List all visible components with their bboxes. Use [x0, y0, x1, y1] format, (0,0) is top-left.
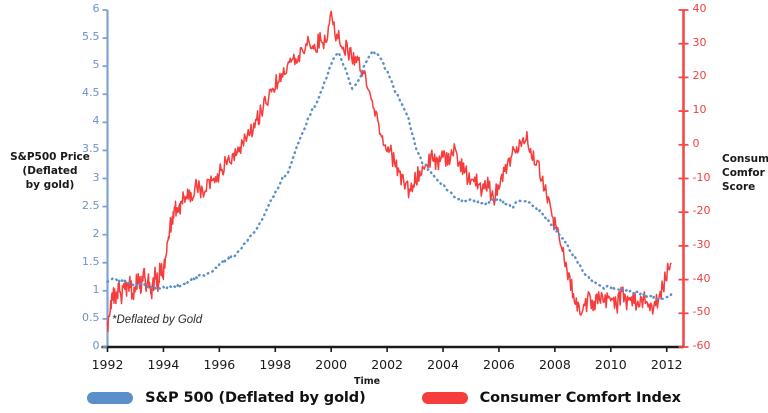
left-tick-label: 2.5 [82, 198, 100, 212]
legend-swatch-comfort [421, 392, 468, 404]
x-tick-label: 1994 [147, 357, 180, 372]
right-tick-label: 30 [692, 35, 707, 49]
legend-label-sp500: S&P 500 (Deflated by gold) [145, 390, 366, 406]
right-tick-label: -30 [692, 237, 711, 251]
x-tick-label: 1996 [203, 357, 236, 372]
left-tick-label: 6 [92, 2, 100, 15]
left-tick-label: 4.5 [82, 86, 100, 100]
left-tick-label: 5.5 [82, 30, 100, 44]
right-tick-label: -40 [692, 271, 711, 285]
left-tick-label: 5 [92, 58, 100, 72]
left-axis-title-line-1: S&P500 Price [10, 151, 90, 163]
x-tick-label: 2002 [371, 357, 404, 372]
legend-item-sp500[interactable]: S&P 500 (Deflated by gold) [87, 390, 366, 406]
x-tick-label: 1992 [91, 357, 124, 372]
right-tick-label: 0 [692, 136, 700, 150]
legend-label-comfort: Consumer Comfort Index [479, 390, 681, 406]
x-tick-label: 2006 [483, 357, 515, 372]
x-tick-label: 1998 [259, 357, 292, 372]
left-tick-label: 0 [92, 339, 100, 352]
series-sp500 [106, 48, 675, 302]
right-axis-title: Consum Comfor Score [722, 152, 768, 194]
left-axis-title-line-2: (Deflated [22, 165, 78, 177]
legend-swatch-sp500 [87, 392, 134, 404]
x-tick-label: 2012 [650, 357, 683, 372]
left-tick-label: 4 [92, 114, 100, 128]
right-tick-label: -20 [692, 204, 711, 218]
right-tick-label: 10 [692, 103, 707, 117]
left-tick-label: 1 [92, 282, 100, 296]
x-tick-label: 2000 [315, 357, 348, 372]
left-tick-label: 3 [92, 170, 100, 184]
right-tick-label: 20 [692, 69, 707, 83]
right-axis-title-line-2: Comfor [722, 167, 765, 179]
right-axis-title-line-3: Score [722, 181, 756, 193]
left-tick-label: 3.5 [82, 142, 100, 156]
chart-footnote: *Deflated by Gold [112, 314, 203, 326]
left-tick-label: 0.5 [82, 310, 100, 324]
x-tick-label: 2008 [538, 357, 571, 372]
left-tick-label: 1.5 [82, 254, 100, 268]
x-axis-title: Time [354, 376, 381, 387]
left-axis-title-line-3: by gold) [25, 179, 75, 191]
right-tick-label: 40 [692, 2, 707, 15]
right-tick-label: -50 [692, 305, 711, 319]
series-consumer-comfort-index [106, 10, 672, 333]
left-tick-label: 2 [92, 226, 100, 240]
right-tick-label: -10 [692, 170, 711, 184]
left-axis-title: S&P500 Price (Deflated by gold) [0, 150, 100, 192]
chart-legend: S&P 500 (Deflated by gold) Consumer Comf… [0, 390, 768, 406]
x-tick-label: 2004 [427, 357, 459, 372]
right-tick-label: -60 [692, 339, 711, 352]
right-axis-title-line-1: Consum [722, 153, 768, 165]
x-tick-label: 2010 [594, 357, 627, 372]
legend-item-comfort[interactable]: Consumer Comfort Index [421, 390, 681, 406]
